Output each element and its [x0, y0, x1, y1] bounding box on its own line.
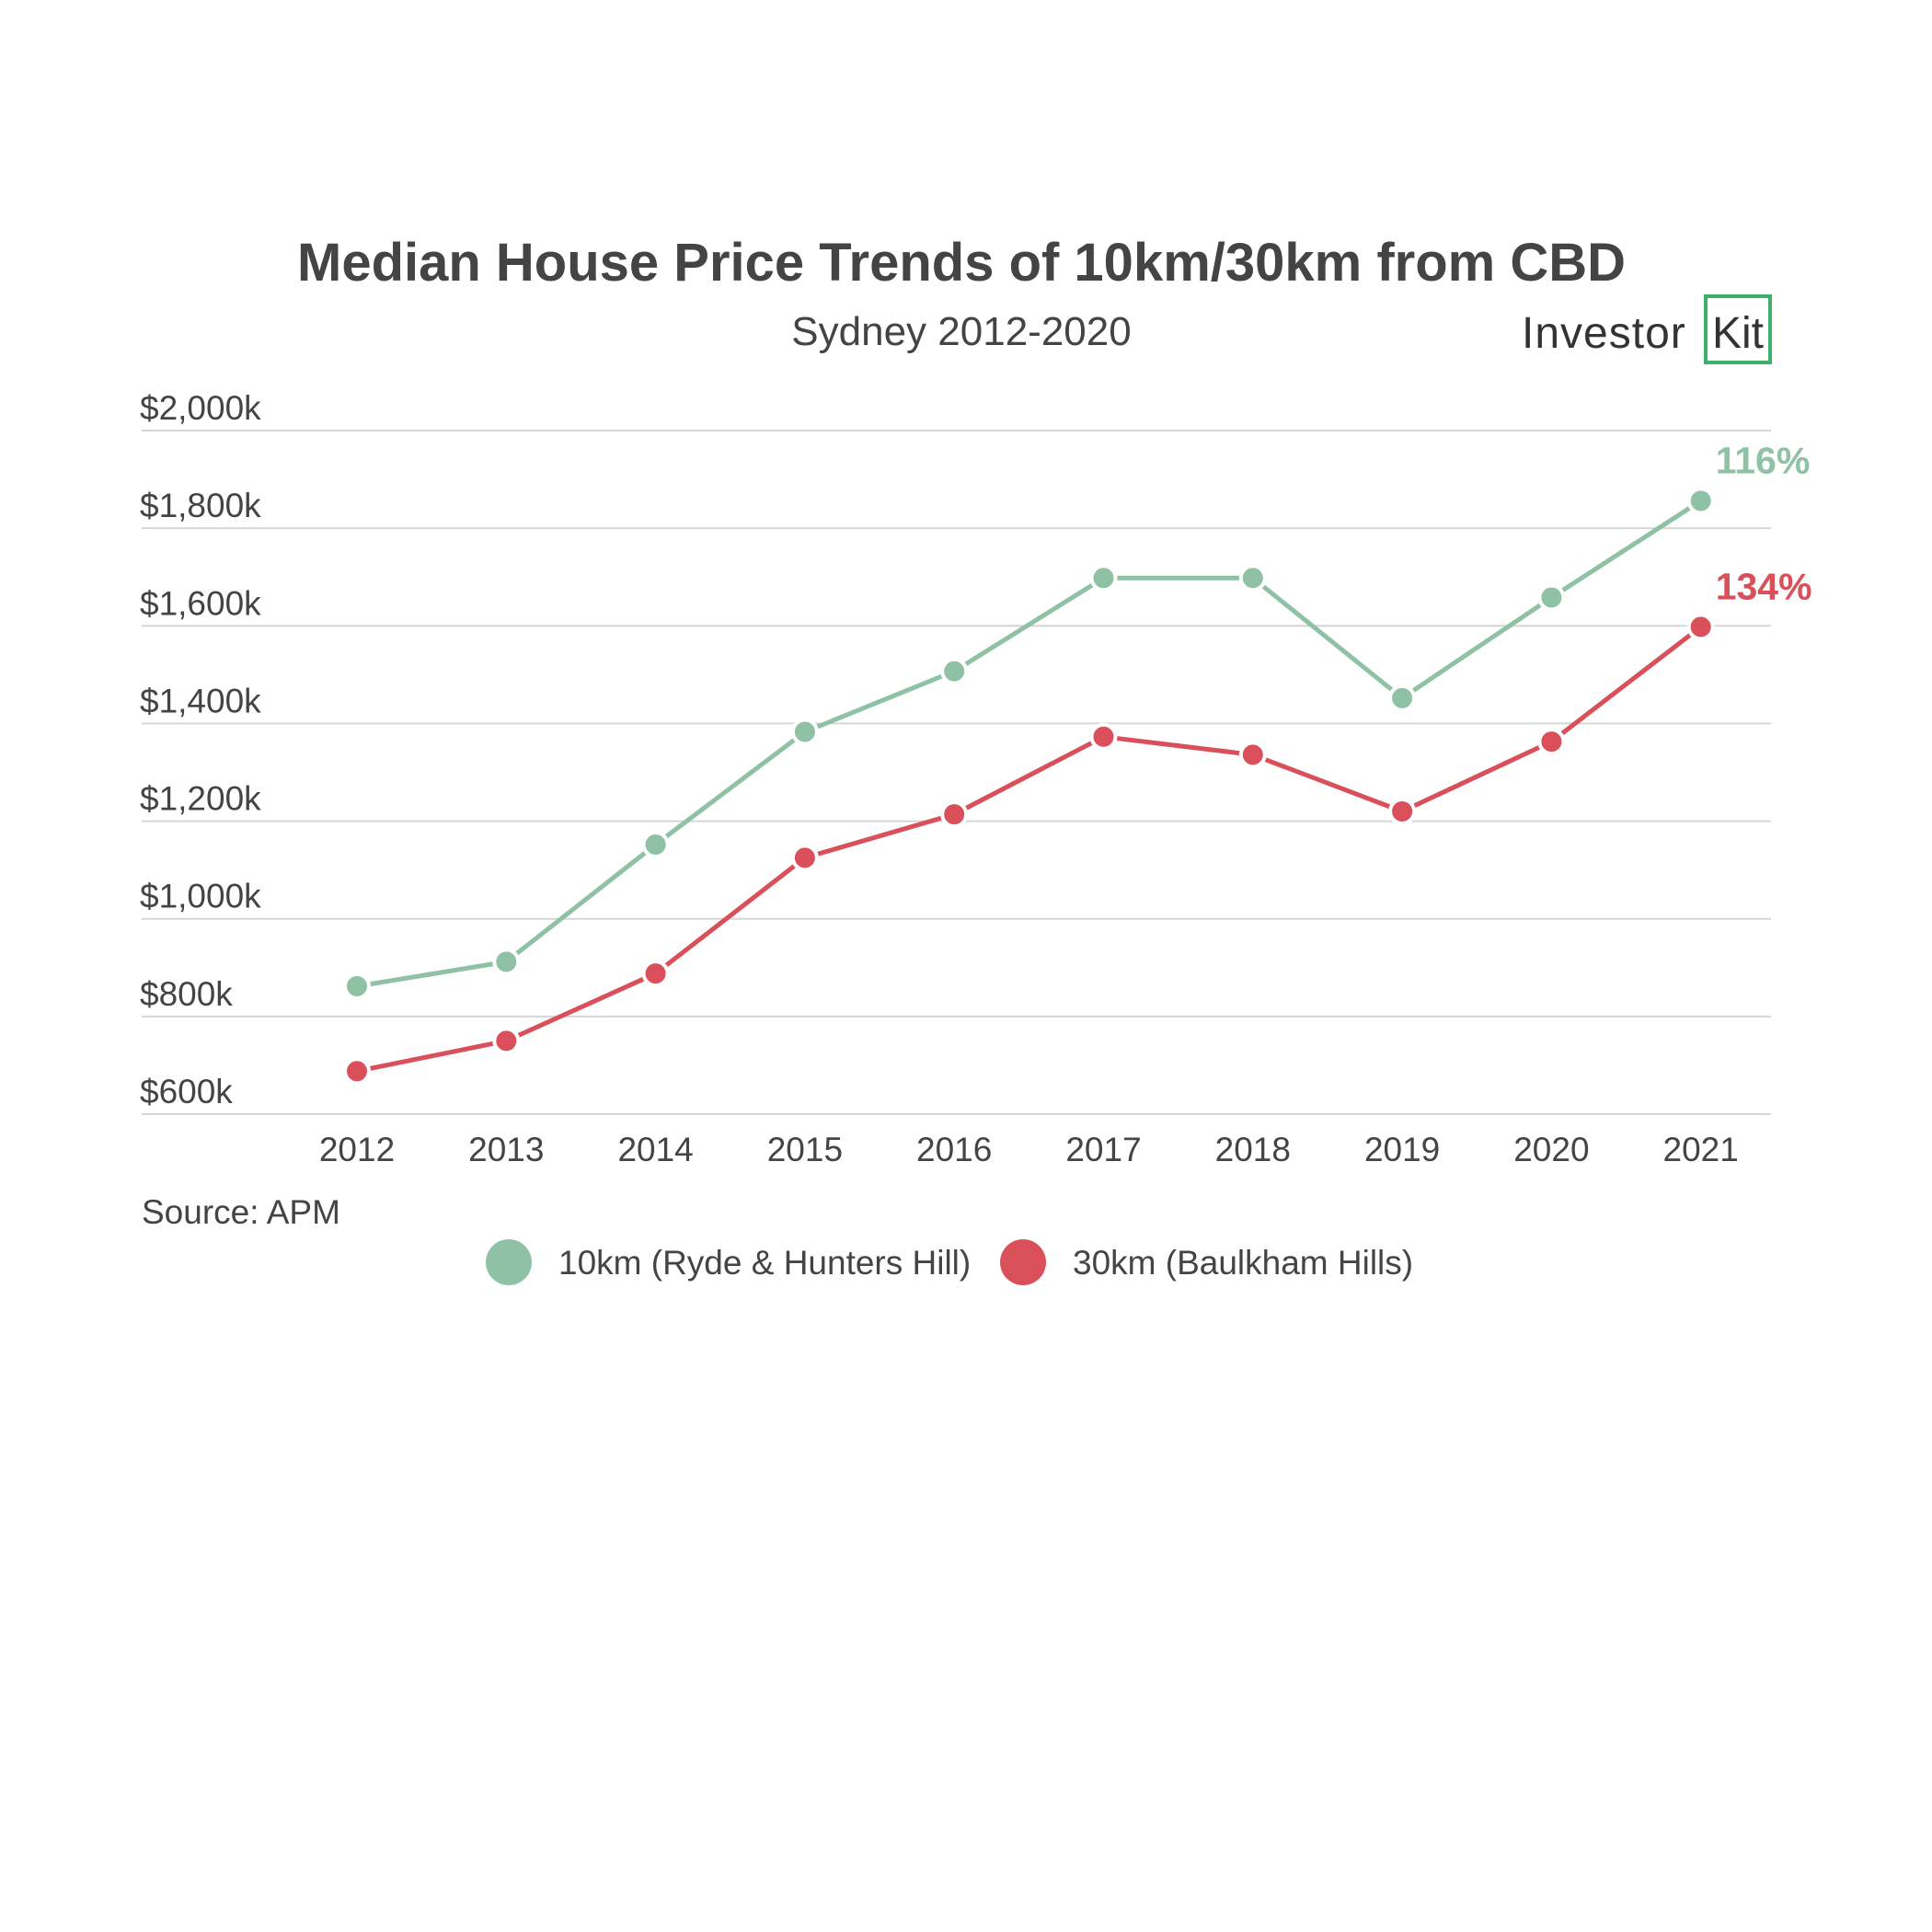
x-tick-label: 2021 — [1663, 1131, 1739, 1168]
data-point — [492, 1027, 521, 1055]
x-tick-label: 2018 — [1215, 1131, 1291, 1168]
x-tick-label: 2014 — [617, 1131, 693, 1168]
x-tick-label: 2012 — [319, 1131, 395, 1168]
data-point — [1537, 583, 1566, 612]
x-axis-tick-labels: 2012 2013 2014 2015 2016 2017 2018 2019 2020 2021 — [319, 1131, 1739, 1168]
series-line — [354, 624, 1704, 1074]
data-point — [1388, 684, 1417, 712]
x-tick-label: 2017 — [1065, 1131, 1141, 1168]
data-point — [1089, 722, 1118, 751]
data-point — [641, 831, 670, 859]
data-point — [790, 844, 819, 872]
x-tick-label: 2013 — [468, 1131, 544, 1168]
y-axis-tick-labels: $600k $800k $1,000k $1,200k $1,400k $1,600k $1… — [140, 389, 261, 1110]
y-tick-label: $1,000k — [140, 878, 261, 915]
data-point — [343, 972, 371, 1000]
chart-subtitle: Sydney 2012-2020 — [791, 309, 1131, 354]
data-point — [1537, 728, 1566, 756]
y-tick-label: $1,200k — [140, 780, 261, 818]
data-point — [790, 718, 819, 746]
y-tick-label: $600k — [140, 1073, 233, 1110]
logo-box — [1704, 294, 1772, 364]
legend: 10km (Ryde & Hunters Hill) 30km (Baulkham… — [486, 1239, 1413, 1285]
x-tick-label: 2019 — [1364, 1131, 1440, 1168]
legend-label: 30km (Baulkham Hills) — [1073, 1244, 1413, 1282]
gridlines — [142, 430, 1771, 1115]
y-tick-label: $800k — [140, 975, 233, 1013]
data-point — [1388, 797, 1417, 825]
end-label: 116% — [1716, 439, 1811, 481]
chart-title: Median House Price Trends of 10km/30km f… — [297, 233, 1626, 293]
legend-label: 10km (Ryde & Hunters Hill) — [558, 1244, 971, 1282]
data-point — [1238, 741, 1267, 769]
series-line — [354, 498, 1704, 989]
x-tick-label: 2016 — [916, 1131, 992, 1168]
series-points — [343, 487, 1715, 1086]
logo-word: Investor — [1522, 309, 1686, 358]
data-point — [641, 960, 670, 988]
data-point — [1238, 564, 1267, 592]
source-note: Source: APM — [142, 1193, 340, 1231]
end-label: 134% — [1716, 565, 1812, 607]
end-annotations: 116% 134% — [1716, 439, 1812, 607]
data-point — [1089, 564, 1118, 592]
legend-swatch — [486, 1239, 532, 1285]
series-lines — [354, 498, 1704, 1074]
y-tick-label: $1,800k — [140, 487, 261, 524]
y-tick-label: $1,600k — [140, 584, 261, 622]
y-tick-label: $1,400k — [140, 682, 261, 719]
data-point — [492, 948, 521, 976]
data-point — [1686, 613, 1715, 641]
x-tick-label: 2020 — [1513, 1131, 1589, 1168]
data-point — [940, 800, 969, 829]
y-tick-label: $2,000k — [140, 389, 261, 427]
legend-swatch — [1000, 1239, 1046, 1285]
logo-boxed-letters: Kit — [1712, 309, 1764, 358]
data-point — [1686, 487, 1715, 515]
data-point — [940, 657, 969, 685]
data-point — [343, 1057, 371, 1086]
x-tick-label: 2015 — [767, 1131, 843, 1168]
investorkit-logo: Investor Kit — [1522, 294, 1772, 364]
